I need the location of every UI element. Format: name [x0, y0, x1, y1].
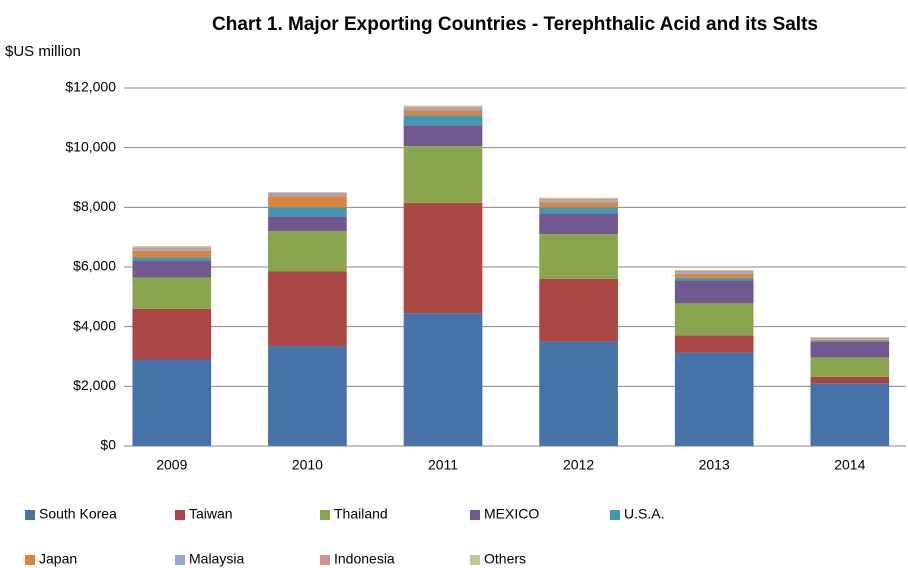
y-tick-label: $2,000: [73, 377, 116, 393]
legend-swatch: [320, 510, 330, 520]
bar-segment: [539, 197, 618, 199]
bar-segment: [132, 359, 212, 446]
bar-segment: [810, 341, 890, 358]
legend-label: Indonesia: [334, 551, 395, 567]
bar-segment: [539, 200, 618, 203]
legend-label: Others: [484, 551, 526, 567]
bar-segment: [674, 352, 754, 446]
bar-segment: [674, 277, 754, 281]
x-tick-label: 2012: [563, 457, 594, 473]
x-tick-label: 2009: [156, 457, 187, 473]
bar-segment: [810, 383, 890, 446]
bar-segment: [674, 269, 754, 271]
bar-segment: [403, 146, 483, 203]
legend-label: South Korea: [39, 506, 117, 522]
chart-title: Chart 1. Major Exporting Countries - Ter…: [212, 14, 818, 35]
bar-segment: [268, 216, 347, 232]
legend-label: Malaysia: [189, 551, 244, 567]
bar-segment: [539, 198, 618, 201]
bar-segment: [674, 280, 754, 304]
bar-segment: [268, 207, 347, 217]
bar-segment: [810, 337, 890, 340]
x-tick-label: 2010: [292, 457, 323, 473]
bar-segment: [403, 115, 483, 126]
bar-segment: [268, 271, 347, 347]
x-tick-label: 2014: [834, 457, 865, 473]
bar-segment: [132, 249, 212, 251]
bar-segment: [268, 192, 347, 194]
legend-label: U.S.A.: [624, 506, 664, 522]
y-tick-label: $0: [100, 437, 116, 453]
bar-segment: [403, 105, 483, 107]
legend-label: Japan: [39, 551, 77, 567]
legend-swatch: [470, 555, 480, 565]
legend-label: MEXICO: [484, 506, 539, 522]
bar-segment: [268, 193, 347, 195]
y-tick-label: $12,000: [65, 79, 116, 95]
x-tick-label: 2011: [428, 457, 458, 473]
y-tick-label: $8,000: [73, 198, 116, 214]
bar-segment: [539, 234, 618, 279]
legend-swatch: [25, 510, 35, 520]
x-tick-label: 2013: [699, 457, 730, 473]
bar-segment: [268, 194, 347, 197]
bar-segment: [403, 125, 483, 147]
bar-segment: [403, 202, 483, 314]
bar-segment: [132, 277, 212, 309]
y-tick-label: $6,000: [73, 258, 116, 274]
bar-segment: [268, 231, 347, 272]
bar-segment: [539, 278, 618, 342]
bar-segment: [132, 308, 212, 360]
bar-segment: [539, 341, 618, 446]
bar-segment: [810, 357, 890, 377]
legend-swatch: [470, 510, 480, 520]
bar-segment: [403, 106, 483, 109]
y-tick-label: $4,000: [73, 317, 116, 333]
legend-swatch: [610, 510, 620, 520]
bar-segment: [132, 257, 212, 262]
bar-segment: [403, 110, 483, 116]
bar-segment: [674, 270, 754, 273]
bar-segment: [132, 250, 212, 258]
bar-segment: [132, 246, 212, 248]
y-axis-label: $US million: [5, 43, 81, 60]
bar-segment: [674, 303, 754, 336]
bar-segment: [403, 108, 483, 111]
bar-segment: [674, 272, 754, 274]
y-tick-label: $10,000: [65, 138, 116, 154]
bar-segment: [132, 247, 212, 250]
bar-segment: [810, 339, 890, 340]
bar-segment: [132, 261, 212, 278]
bar-segment: [810, 337, 890, 338]
legend-swatch: [175, 510, 185, 520]
bar-segment: [810, 376, 890, 384]
bar-segment: [403, 313, 483, 446]
bar-segment: [810, 340, 890, 342]
bar-segment: [674, 273, 754, 278]
bar-segment: [674, 335, 754, 353]
bar-segment: [810, 339, 890, 341]
bar-segment: [539, 207, 618, 214]
legend-label: Taiwan: [189, 506, 233, 522]
bar-segment: [539, 202, 618, 208]
legend-label: Thailand: [334, 506, 388, 522]
legend-swatch: [320, 555, 330, 565]
bar-segment: [268, 346, 347, 446]
bar-segment: [539, 213, 618, 235]
bar-segment: [268, 196, 347, 208]
legend-swatch: [175, 555, 185, 565]
legend-swatch: [25, 555, 35, 565]
